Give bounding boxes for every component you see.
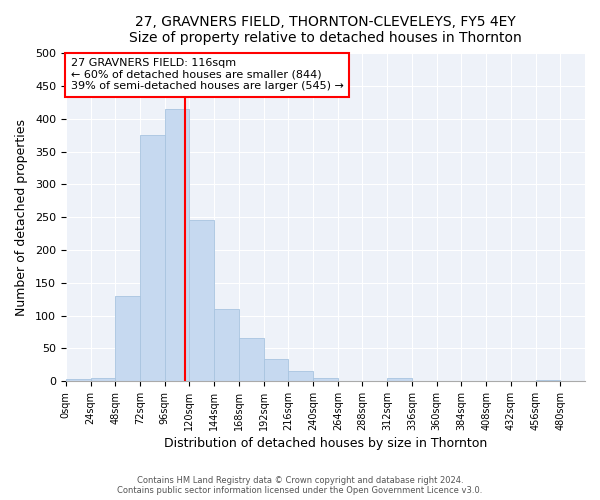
Bar xyxy=(289,370,313,381)
Y-axis label: Number of detached properties: Number of detached properties xyxy=(15,118,28,316)
Bar xyxy=(214,309,239,381)
Bar xyxy=(66,379,91,381)
Bar xyxy=(115,296,140,381)
Bar xyxy=(140,136,164,381)
Title: 27, GRAVNERS FIELD, THORNTON-CLEVELEYS, FY5 4EY
Size of property relative to det: 27, GRAVNERS FIELD, THORNTON-CLEVELEYS, … xyxy=(129,15,522,45)
Text: 27 GRAVNERS FIELD: 116sqm
← 60% of detached houses are smaller (844)
39% of semi: 27 GRAVNERS FIELD: 116sqm ← 60% of detac… xyxy=(71,58,344,92)
Bar xyxy=(91,378,115,381)
X-axis label: Distribution of detached houses by size in Thornton: Distribution of detached houses by size … xyxy=(164,437,487,450)
Bar xyxy=(190,220,214,381)
Bar xyxy=(164,109,190,381)
Bar xyxy=(387,378,412,381)
Text: Contains HM Land Registry data © Crown copyright and database right 2024.
Contai: Contains HM Land Registry data © Crown c… xyxy=(118,476,482,495)
Bar xyxy=(263,360,289,381)
Bar xyxy=(239,338,263,381)
Bar xyxy=(313,378,338,381)
Bar xyxy=(536,380,560,381)
